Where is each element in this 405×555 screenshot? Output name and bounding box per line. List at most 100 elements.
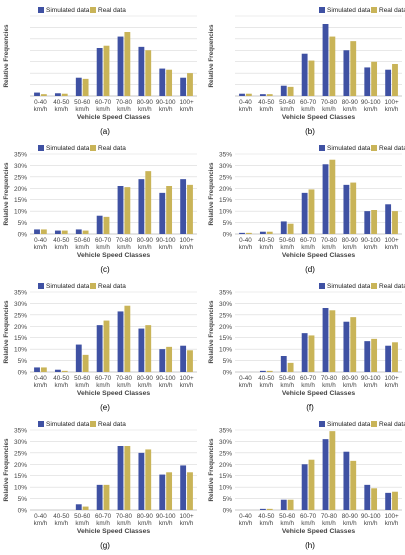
x-tick-label-range: 100+ (384, 375, 399, 382)
legend-swatch-real (90, 145, 96, 151)
x-tick-label-range: 0-40 (34, 375, 47, 382)
bar-real (40, 367, 47, 372)
bar-simulated (75, 77, 82, 96)
x-tick-label-unit: km/h (385, 520, 399, 527)
x-tick-label-unit: km/h (385, 244, 399, 251)
y-tick-label: 30% (219, 301, 232, 308)
x-tick-label-unit: km/h (54, 106, 68, 113)
legend-swatch-simulated (38, 283, 44, 289)
y-tick-label: 15% (219, 335, 232, 342)
x-tick-label-range: 80-90 (137, 375, 154, 382)
bar-simulated (54, 230, 61, 234)
x-tick-label-unit: km/h (301, 382, 315, 389)
y-tick-label: 5% (18, 220, 28, 227)
x-tick-label-unit: km/h (259, 244, 273, 251)
bar-real (103, 45, 110, 96)
x-tick-label-unit: km/h (343, 520, 357, 527)
y-tick-label: 20% (14, 462, 27, 469)
bar-real (287, 223, 294, 234)
bar-real (166, 346, 173, 372)
bar-real (245, 232, 252, 234)
x-tick-label-range: 50-60 (279, 513, 296, 520)
x-tick-label-range: 0-40 (34, 237, 47, 244)
panel-label: (b) (305, 127, 315, 136)
y-axis-title: Relative Frequencies (3, 300, 10, 363)
x-tick-label-unit: km/h (138, 244, 152, 251)
bar-real (103, 320, 110, 372)
x-tick-label-range: 50-60 (74, 237, 91, 244)
chart-panel-3: 0%5%10%15%20%25%30%35%0-40km/h40-50km/h5… (3, 145, 197, 274)
legend-label-simulated: Simulated data (46, 421, 90, 428)
x-tick-label-range: 50-60 (279, 375, 296, 382)
x-tick-label-range: 80-90 (342, 99, 359, 106)
y-tick-label: 5% (223, 358, 233, 365)
x-tick-label-unit: km/h (364, 520, 378, 527)
x-tick-label-unit: km/h (343, 382, 357, 389)
x-tick-label-unit: km/h (34, 244, 48, 251)
y-tick-label: 25% (219, 450, 232, 457)
x-tick-label-range: 70-80 (321, 513, 338, 520)
x-tick-label-unit: km/h (322, 244, 336, 251)
x-tick-label-unit: km/h (34, 106, 48, 113)
x-tick-label-range: 0-40 (34, 513, 47, 520)
bar-simulated (385, 345, 392, 372)
legend-swatch-simulated (38, 7, 44, 13)
y-tick-label: 15% (14, 197, 27, 204)
x-tick-label-unit: km/h (364, 382, 378, 389)
x-tick-label-range: 100+ (384, 99, 399, 106)
x-tick-label-range: 60-70 (95, 513, 112, 520)
x-tick-label-unit: km/h (322, 520, 336, 527)
x-tick-label-unit: km/h (180, 106, 194, 113)
legend-label-simulated: Simulated data (327, 421, 371, 428)
bar-simulated (138, 328, 145, 372)
y-tick-label: 20% (219, 462, 232, 469)
x-tick-label-range: 60-70 (300, 375, 317, 382)
x-axis-title: Vehicle Speed Classes (77, 114, 151, 121)
legend-swatch-real (90, 283, 96, 289)
x-tick-label-range: 90-100 (156, 99, 176, 106)
x-tick-label-range: 40-50 (258, 99, 275, 106)
bar-simulated (301, 333, 308, 372)
x-tick-label-range: 50-60 (279, 99, 296, 106)
bar-simulated (280, 221, 287, 234)
bar-simulated (117, 446, 124, 510)
x-tick-label-range: 70-80 (116, 99, 133, 106)
legend-label-real: Real data (98, 283, 126, 290)
bar-real (392, 491, 398, 510)
chart-panel-2: 0-40km/h40-50km/h50-60km/h60-70km/h70-80… (208, 7, 405, 136)
legend-label-real: Real data (98, 145, 126, 152)
bar-simulated (385, 69, 392, 96)
legend-swatch-real (371, 421, 377, 427)
y-tick-label: 35% (219, 152, 232, 159)
bar-simulated (301, 192, 308, 234)
y-tick-label: 25% (219, 312, 232, 319)
legend-swatch-simulated (319, 145, 325, 151)
y-axis-title: Relative Frequencies (3, 162, 10, 225)
x-tick-label-range: 80-90 (137, 237, 154, 244)
y-tick-label: 15% (14, 335, 27, 342)
legend-label-simulated: Simulated data (327, 283, 371, 290)
bar-real (266, 94, 273, 96)
x-tick-label-range: 100+ (179, 237, 194, 244)
bar-real (329, 431, 336, 510)
legend-label-real: Real data (379, 421, 405, 428)
x-tick-label-range: 0-40 (239, 375, 252, 382)
x-tick-label-range: 70-80 (321, 237, 338, 244)
y-tick-label: 0% (223, 370, 233, 377)
y-tick-label: 20% (219, 324, 232, 331)
bar-real (82, 78, 89, 96)
x-tick-label-range: 90-100 (156, 237, 176, 244)
legend-swatch-simulated (319, 283, 325, 289)
bar-simulated (159, 349, 166, 372)
bar-real (61, 230, 68, 234)
bar-simulated (364, 484, 371, 510)
x-tick-label-range: 90-100 (361, 375, 381, 382)
bar-real (124, 446, 131, 510)
bar-simulated (34, 367, 40, 372)
legend-swatch-real (371, 283, 377, 289)
bar-real (145, 50, 152, 96)
bar-real (145, 171, 152, 234)
bar-simulated (159, 474, 166, 510)
bar-real (266, 508, 273, 510)
bar-simulated (159, 192, 166, 234)
